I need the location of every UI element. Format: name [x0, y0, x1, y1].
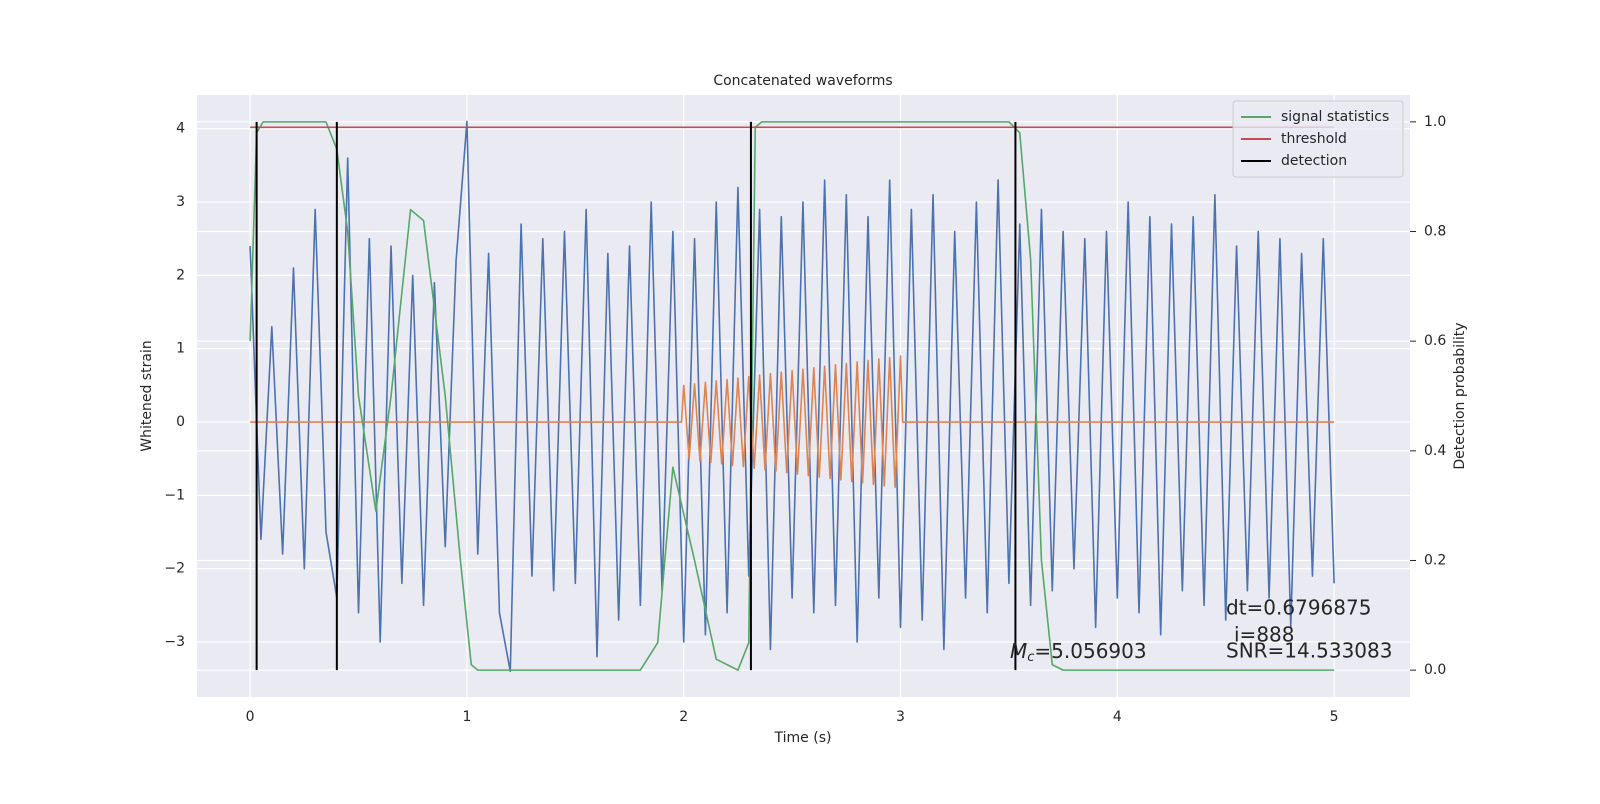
legend-label: threshold	[1281, 131, 1347, 147]
y-tick-label: −1	[164, 487, 185, 503]
x-axis-label: Time (s)	[774, 730, 832, 746]
y-tick-label: 2	[176, 267, 185, 283]
series-line	[250, 355, 1335, 489]
legend-label: detection	[1281, 153, 1347, 169]
annotation: SNR=14.533083	[1226, 639, 1392, 663]
y2-tick-label: 1.0	[1424, 114, 1446, 130]
annotation: i=888	[1234, 623, 1295, 647]
series-line	[249, 120, 1335, 673]
legend-label: signal statistics	[1281, 109, 1389, 125]
x-tick-label: 5	[1330, 709, 1339, 725]
y2-tick-label: 0.4	[1424, 443, 1446, 459]
y-tick-label: 0	[176, 414, 185, 430]
legend-box	[1232, 100, 1404, 178]
series-line	[249, 121, 1335, 671]
annotation: Mc=5.056903	[1010, 639, 1147, 665]
y2-axis-label: Detection probability	[1452, 322, 1468, 469]
y2-tick-label: 0.0	[1424, 662, 1446, 678]
annotation-value: =5.056903	[1034, 639, 1146, 663]
plot-area	[197, 95, 1410, 697]
x-tick-label: 0	[246, 709, 255, 725]
y2-tick-label: 0.6	[1424, 333, 1446, 349]
marks	[249, 120, 1335, 673]
y-tick-label: 4	[176, 121, 185, 137]
y2-tick-label: 0.8	[1424, 224, 1446, 240]
annotation: dt=0.6796875	[1226, 596, 1371, 620]
annotation-symbol: M	[1010, 639, 1027, 663]
y-tick-label: 1	[176, 341, 185, 357]
y-tick-label: 3	[176, 194, 185, 210]
annotation-subscript: c	[1027, 650, 1034, 665]
x-tick-label: 1	[462, 709, 471, 725]
chart-title: Concatenated waveforms	[713, 73, 892, 89]
y-axis-label: Whitened strain	[139, 340, 155, 451]
legend: signal statistics threshold detection	[1232, 100, 1404, 178]
x-tick-label: 4	[1113, 709, 1122, 725]
y2-tick-label: 0.2	[1424, 552, 1446, 568]
y-tick-label: −3	[164, 634, 185, 650]
x-tick-label: 2	[679, 709, 688, 725]
x-tick-label: 3	[896, 709, 905, 725]
y-tick-label: −2	[164, 561, 185, 577]
